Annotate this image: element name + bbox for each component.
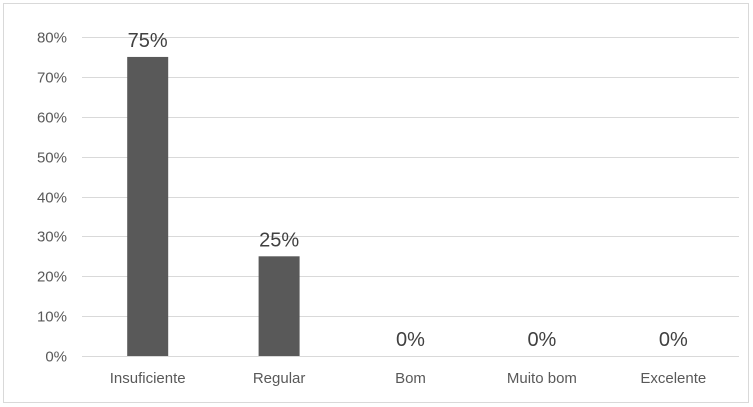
data-label: 0% xyxy=(659,329,688,351)
category-label: Insuficiente xyxy=(110,370,186,387)
category-label: Muito bom xyxy=(507,370,577,387)
y-tick-label: 50% xyxy=(37,150,67,167)
y-tick-label: 10% xyxy=(37,309,67,326)
x-axis-category-labels: Insuficiente Regular Bom Muito bom Excelente xyxy=(110,370,706,387)
y-axis-tick-labels: 0% 10% 20% 30% 40% 50% 60% 70% 80% xyxy=(37,30,67,366)
bar xyxy=(127,56,169,356)
category-label: Excelente xyxy=(640,370,706,387)
y-tick-label: 40% xyxy=(37,190,67,207)
category-label: Bom xyxy=(395,370,426,387)
data-label: 0% xyxy=(527,329,556,351)
y-tick-label: 20% xyxy=(37,269,67,286)
y-tick-label: 0% xyxy=(45,349,67,366)
bar xyxy=(258,256,300,356)
bars xyxy=(127,56,300,356)
category-label: Regular xyxy=(253,370,306,387)
y-tick-label: 70% xyxy=(37,70,67,87)
data-label: 75% xyxy=(128,30,168,52)
y-tick-label: 60% xyxy=(37,110,67,127)
data-labels: 75% 25% 0% 0% 0% xyxy=(128,30,688,351)
chart-frame: 0% 10% 20% 30% 40% 50% 60% 70% 80% 75% 25% 0% 0% 0% … xyxy=(3,3,749,403)
gridlines xyxy=(82,37,739,357)
data-label: 25% xyxy=(259,229,299,251)
y-tick-label: 80% xyxy=(37,30,67,47)
bar-chart: 0%10%20%30%40%50%60%70%80% 75%25%0% 0% 0% … xyxy=(37,30,739,387)
data-label: 0% xyxy=(396,329,425,351)
y-tick-label: 30% xyxy=(37,229,67,246)
